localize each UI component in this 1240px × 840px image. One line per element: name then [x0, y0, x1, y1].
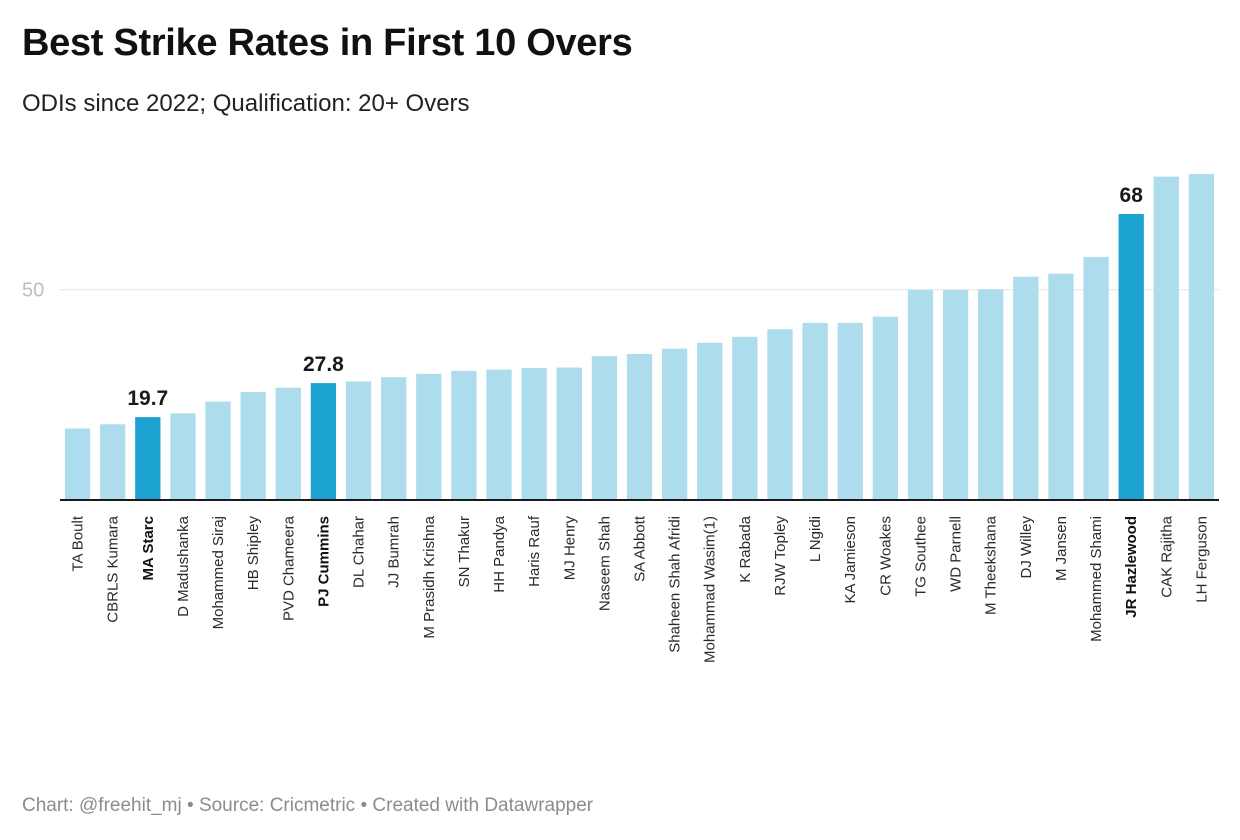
- bar-m-theekshana: [978, 289, 1004, 500]
- bar-cbrls-kumara: [100, 424, 126, 500]
- bar-sn-thakur: [451, 370, 477, 500]
- category-label: RJW Topley: [772, 516, 789, 596]
- bar-jr-hazlewood: [1118, 214, 1144, 501]
- category-label: HB Shipley: [245, 516, 262, 591]
- bar-m-jansen: [1048, 273, 1074, 500]
- value-label: 19.7: [127, 387, 168, 410]
- category-label: SA Abbott: [632, 515, 649, 582]
- category-label: JR Hazlewood: [1123, 516, 1140, 618]
- y-tick-label: 50: [22, 280, 44, 302]
- value-label-layer: 19.7 27.8 68: [127, 184, 1143, 410]
- category-label: Haris Rauf: [526, 515, 543, 587]
- bar-dj-willey: [1013, 276, 1039, 500]
- bar-l-ngidi: [802, 322, 828, 500]
- category-label: Mohammed Siraj: [210, 516, 227, 629]
- category-label: Mohammad Wasim(1): [702, 516, 719, 663]
- category-label: PVD Chameera: [280, 515, 297, 621]
- category-label: Shaheen Shah Afridi: [667, 516, 684, 653]
- category-label: KA Jamieson: [842, 516, 859, 604]
- category-label: HH Pandya: [491, 515, 508, 592]
- bar-wd-parnell: [942, 289, 969, 500]
- category-label: DJ Willey: [1018, 516, 1035, 579]
- bar-hb-shipley: [240, 391, 266, 500]
- bar-mohammed-siraj: [205, 401, 231, 500]
- category-label: CR Woakes: [877, 516, 894, 596]
- bar-mohammed-shami: [1083, 256, 1109, 500]
- category-label: CBRLS Kumara: [105, 515, 122, 622]
- value-label: 27.8: [303, 353, 344, 376]
- bar-shaheen-shah-afridi: [661, 348, 688, 500]
- bar-pvd-chameera: [275, 387, 301, 500]
- category-label: M Theekshana: [983, 515, 1000, 615]
- category-label: SN Thakur: [456, 516, 473, 587]
- bar-layer: [64, 174, 1215, 501]
- category-label: Mohammed Shami: [1088, 516, 1105, 642]
- bar-sa-abbott: [626, 354, 653, 500]
- category-label: M Jansen: [1053, 516, 1070, 581]
- bar-k-rabada: [732, 336, 758, 500]
- bar-cak-rajitha: [1153, 176, 1179, 500]
- grid-layer: 50: [22, 280, 1219, 302]
- bar-dl-chahar: [345, 381, 372, 500]
- chart-title: Best Strike Rates in First 10 Overs: [22, 22, 633, 64]
- bar-hh-pandya: [486, 369, 512, 500]
- bar-pj-cummins: [310, 383, 337, 500]
- bar-tg-southee: [907, 289, 934, 500]
- bar-mohammad-wasim-1-: [697, 342, 723, 500]
- category-label: L Ngidi: [807, 516, 824, 562]
- bar-rjw-topley: [767, 329, 793, 500]
- category-label: D Madushanka: [175, 515, 192, 617]
- bar-cr-woakes: [872, 316, 898, 500]
- category-label: CAK Rajitha: [1158, 515, 1175, 597]
- category-label: K Rabada: [737, 515, 754, 582]
- bar-ma-starc: [135, 417, 161, 500]
- bar-m-prasidh-krishna: [416, 373, 442, 500]
- bar-lh-ferguson: [1188, 174, 1215, 500]
- bar-chart: 50 19.7 27.8 68 TA Boult CBRLS Kumara MA Sta…: [22, 174, 1219, 663]
- category-label: LH Ferguson: [1193, 516, 1210, 603]
- bar-d-madushanka: [170, 413, 196, 500]
- category-label: Naseem Shah: [596, 516, 613, 611]
- value-label: 68: [1120, 184, 1144, 207]
- bar-ka-jamieson: [837, 322, 863, 500]
- chart-footer: Chart: @freehit_mj • Source: Cricmetric …: [22, 795, 594, 816]
- bar-ta-boult: [64, 428, 91, 500]
- category-label: M Prasidh Krishna: [421, 515, 438, 638]
- category-label: TA Boult: [70, 515, 87, 571]
- bar-naseem-shah: [591, 356, 618, 500]
- category-label: TG Southee: [912, 516, 929, 597]
- category-label-layer: TA Boult CBRLS Kumara MA Starc D Madushanka…: [70, 515, 1211, 663]
- category-label: MA Starc: [140, 516, 157, 580]
- bar-mj-henry: [556, 367, 582, 500]
- category-label: MJ Henry: [561, 516, 578, 581]
- bar-haris-rauf: [521, 367, 547, 500]
- bar-jj-bumrah: [381, 377, 407, 500]
- category-label: JJ Bumrah: [386, 516, 403, 588]
- category-label: WD Parnell: [948, 516, 965, 592]
- category-label: DL Chahar: [351, 516, 368, 588]
- category-label: PJ Cummins: [315, 516, 332, 607]
- chart-subtitle: ODIs since 2022; Qualification: 20+ Over…: [22, 90, 470, 117]
